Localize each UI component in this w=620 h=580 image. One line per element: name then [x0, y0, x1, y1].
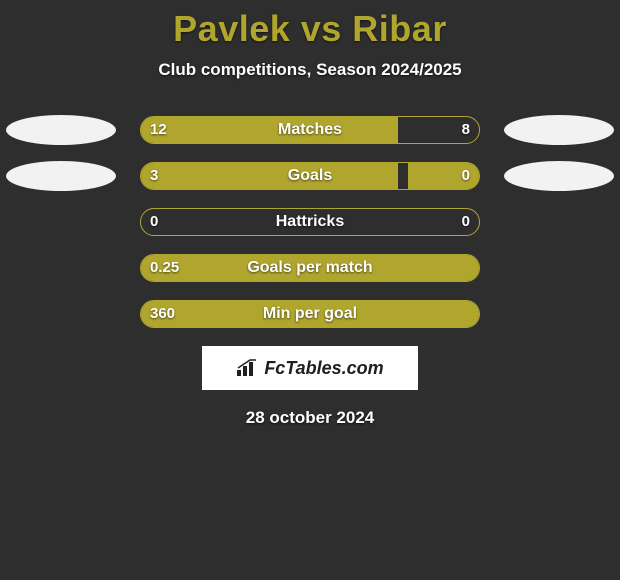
stat-right-value: 0 [462, 208, 470, 236]
stat-row: Goals per match0.25 [0, 254, 620, 282]
stat-label: Hattricks [140, 208, 480, 236]
bar-chart-icon [236, 359, 260, 377]
stat-left-value: 12 [150, 116, 167, 144]
stat-row: Min per goal360 [0, 300, 620, 328]
page-title: Pavlek vs Ribar [0, 0, 620, 50]
stat-row: Goals3 0 [0, 162, 620, 190]
stat-label: Goals [140, 162, 480, 190]
right-player-oval [504, 161, 614, 191]
stat-left-value: 0.25 [150, 254, 179, 282]
page-subtitle: Club competitions, Season 2024/2025 [0, 60, 620, 80]
date-line: 28 october 2024 [0, 408, 620, 428]
stat-left-value: 0 [150, 208, 158, 236]
left-player-oval [6, 115, 116, 145]
stat-label: Matches [140, 116, 480, 144]
stat-right-value: 0 [462, 162, 470, 190]
stats-rows: Matches128Goals30Hattricks00Goals per ma… [0, 116, 620, 328]
stat-row: Hattricks0 0 [0, 208, 620, 236]
stat-label: Min per goal [140, 300, 480, 328]
stat-label: Goals per match [140, 254, 480, 282]
left-player-oval [6, 161, 116, 191]
brand-text: FcTables.com [264, 358, 383, 379]
stat-row: Matches12 8 [0, 116, 620, 144]
stat-right-value: 8 [462, 116, 470, 144]
brand-box: FcTables.com [202, 346, 418, 390]
stat-left-value: 360 [150, 300, 175, 328]
stat-left-value: 3 [150, 162, 158, 190]
right-player-oval [504, 115, 614, 145]
